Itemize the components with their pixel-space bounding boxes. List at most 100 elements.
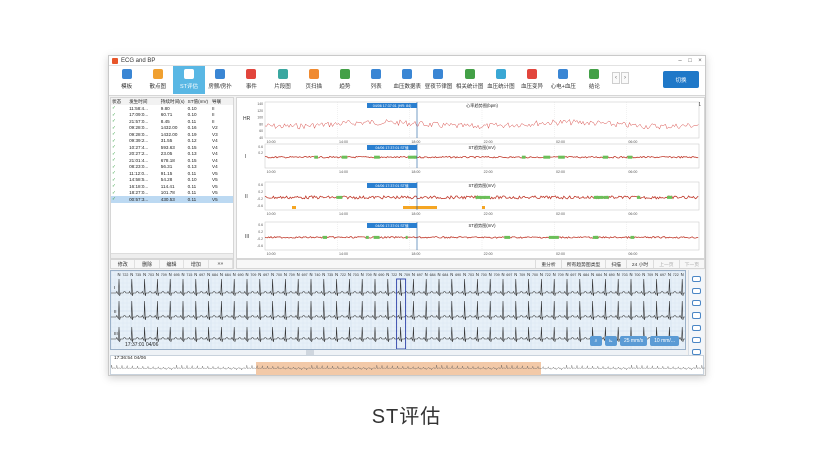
toolbar-next-button[interactable]: ›: [621, 72, 629, 84]
trend-control-button[interactable]: 所有趋势图类型: [560, 260, 606, 268]
zoom-icon[interactable]: ⌕: [589, 336, 602, 346]
list-action-button[interactable]: »»: [209, 260, 234, 268]
refresh-icon[interactable]: [692, 324, 701, 331]
st-event-marker[interactable]: [292, 206, 296, 209]
table-row[interactable]: ✓ 20:27:2... 23.05 0.13 V4: [111, 151, 233, 158]
list-action-button[interactable]: 删除: [135, 260, 160, 268]
toolbar-item-1[interactable]: 散点图: [142, 66, 173, 94]
beat-label[interactable]: N: [130, 272, 133, 277]
beat-label[interactable]: N: [629, 272, 632, 277]
beat-label[interactable]: N: [425, 272, 428, 277]
beat-label[interactable]: N: [220, 272, 223, 277]
beat-label[interactable]: N: [450, 272, 453, 277]
toolbar-item-11[interactable]: 相关统计图: [454, 66, 485, 94]
beat-label[interactable]: N: [668, 272, 671, 277]
beat-label[interactable]: N: [527, 272, 530, 277]
toolbar-item-8[interactable]: 列表: [361, 66, 392, 94]
beat-label[interactable]: N: [501, 272, 504, 277]
trend-control-button[interactable]: 重分析: [535, 260, 560, 268]
toolbar-item-7[interactable]: 趋势: [329, 66, 360, 94]
table-row[interactable]: ✓ 21:01:4... 678.18 0.15 V4: [111, 157, 233, 164]
table-row[interactable]: ✓ 08:23:0... 56.31 0.13 V4: [111, 164, 233, 171]
ecg-waveform[interactable]: N 722 N 735 N 703 N 709 N 695 N 715 N 697 N 684 N 684 N 690…: [111, 271, 686, 350]
hand-icon[interactable]: [692, 336, 701, 343]
column-header[interactable]: 发生时间: [128, 98, 160, 105]
beat-label[interactable]: N: [245, 272, 248, 277]
beat-label[interactable]: N: [271, 272, 274, 277]
beat-label[interactable]: N: [181, 272, 184, 277]
maximize-icon[interactable]: □: [688, 57, 692, 64]
toolbar-item-3[interactable]: 房颤/房扑: [205, 66, 236, 94]
table-row[interactable]: ✓ 09:28:0... 1432.00 0.16 V2: [111, 125, 233, 132]
trend-control-button[interactable]: 下一页: [678, 260, 704, 268]
table-row[interactable]: ✓ 09:28:0... 1432.00 0.19 V3: [111, 131, 233, 138]
beat-label[interactable]: N: [309, 272, 312, 277]
toolbar-item-9[interactable]: 血压数据表: [392, 66, 423, 94]
toolbar-item-15[interactable]: 结论: [579, 66, 610, 94]
toolbar-item-5[interactable]: 片段图: [267, 66, 298, 94]
beat-label[interactable]: N: [489, 272, 492, 277]
st-event-marker[interactable]: [403, 206, 437, 209]
toolbar-item-6[interactable]: 页扫描: [298, 66, 329, 94]
toolbar-item-2[interactable]: ST评估: [173, 66, 205, 94]
column-header[interactable]: 持续时间(s): [159, 98, 187, 105]
toolbar-item-14[interactable]: 心电+血压: [548, 66, 579, 94]
toolbar-item-0[interactable]: 模板: [111, 66, 142, 94]
beat-label[interactable]: N: [399, 272, 402, 277]
beat-label[interactable]: N: [322, 272, 325, 277]
beat-label[interactable]: N: [258, 272, 261, 277]
gain-button[interactable]: 10 mm/...: [650, 336, 679, 346]
beat-label[interactable]: N: [386, 272, 389, 277]
beat-label[interactable]: N: [604, 272, 607, 277]
table-row[interactable]: ✓ 21:57:0... 8.45 0.11 II: [111, 118, 233, 125]
column-header[interactable]: 状态: [111, 98, 129, 105]
beat-label[interactable]: N: [565, 272, 568, 277]
table-row[interactable]: ✓ 11:58:4... 9.80 0.10 II: [111, 105, 233, 112]
beat-label[interactable]: N: [655, 272, 658, 277]
beat-label[interactable]: N: [348, 272, 351, 277]
beat-label[interactable]: N: [437, 272, 440, 277]
beat-label[interactable]: N: [284, 272, 287, 277]
toolbar-item-12[interactable]: 血压统计图: [485, 66, 516, 94]
beat-label[interactable]: N: [117, 272, 120, 277]
st-trend-chart[interactable]: 1 / 110:0014:0018:0022:0002:0006:00HR心率趋…: [237, 98, 706, 260]
ecg-strip-view[interactable]: N 722 N 735 N 703 N 709 N 695 N 715 N 697 N 684 N 684 N 690…: [110, 270, 686, 350]
chart-icon[interactable]: [692, 312, 701, 319]
trend-control-button[interactable]: 24 小时: [625, 260, 653, 268]
beat-label[interactable]: N: [361, 272, 364, 277]
beat-label[interactable]: N: [156, 272, 159, 277]
measure-icon[interactable]: ⊾: [604, 336, 617, 346]
table-row[interactable]: ✓ 09:39:2... 31.55 0.12 V4: [111, 138, 233, 145]
switch-button[interactable]: 切换: [663, 71, 699, 88]
trend-control-button[interactable]: 上一页: [653, 260, 678, 268]
list-horizontal-scrollbar[interactable]: [111, 253, 233, 258]
table-row[interactable]: ✓ 16:18:0... 114.41 0.11 V5: [111, 183, 233, 190]
table-row[interactable]: ✓ 11:12:0... 91.15 0.11 V5: [111, 170, 233, 177]
list-action-button[interactable]: 增加: [184, 260, 209, 268]
list-action-button[interactable]: 修改: [111, 260, 136, 268]
beat-label[interactable]: N: [297, 272, 300, 277]
minimize-icon[interactable]: –: [678, 57, 682, 64]
beat-label[interactable]: N: [514, 272, 517, 277]
list-action-button[interactable]: 编辑: [160, 260, 185, 268]
beat-label[interactable]: N: [681, 272, 684, 277]
ecg-scroll-thumb[interactable]: [306, 350, 314, 355]
beat-label[interactable]: N: [540, 272, 543, 277]
beat-label[interactable]: N: [553, 272, 556, 277]
speed-button[interactable]: 25 mm/s: [619, 336, 648, 346]
toolbar-item-13[interactable]: 血压变异: [516, 66, 547, 94]
toolbar-item-4[interactable]: 事件: [236, 66, 267, 94]
selected-beat-box[interactable]: [396, 278, 407, 349]
beat-label[interactable]: N: [233, 272, 236, 277]
toolbar-item-10[interactable]: 昼夜节律图: [423, 66, 454, 94]
beat-label[interactable]: N: [335, 272, 338, 277]
toolbar-prev-button[interactable]: ‹: [612, 72, 620, 84]
beat-label[interactable]: N: [463, 272, 466, 277]
beat-label[interactable]: N: [143, 272, 146, 277]
beat-label[interactable]: N: [169, 272, 172, 277]
beat-label[interactable]: N: [194, 272, 197, 277]
beat-label[interactable]: N: [591, 272, 594, 277]
beat-label[interactable]: N: [207, 272, 210, 277]
screenshot-icon[interactable]: [692, 348, 701, 355]
overview-strip[interactable]: 17:36:54 04/06: [110, 355, 705, 375]
